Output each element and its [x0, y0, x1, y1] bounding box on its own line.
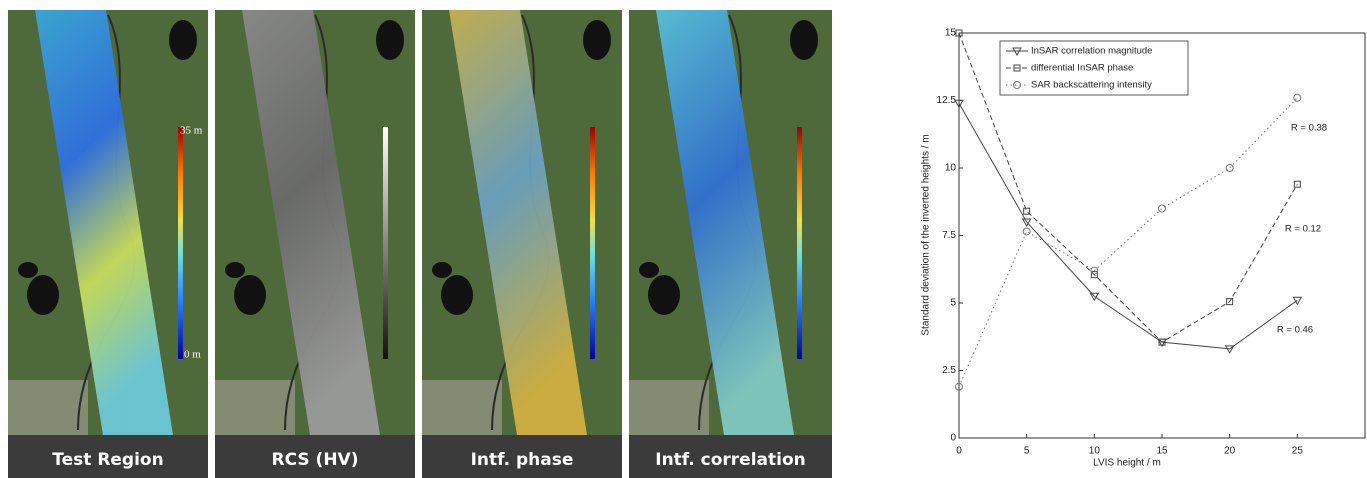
marker: [1292, 296, 1303, 306]
marker: [1293, 180, 1301, 188]
swath: [242, 10, 380, 435]
lake: [169, 20, 197, 60]
image-panel: Intf. correlation: [629, 10, 832, 478]
x-tick-label: 25: [1292, 446, 1304, 457]
marker: [1158, 204, 1166, 213]
marker: [1090, 266, 1099, 275]
marker: [1021, 218, 1032, 228]
lake: [432, 262, 452, 278]
label-bar: [422, 435, 622, 478]
x-tick-label: 5: [1024, 446, 1030, 457]
colorbar: [797, 127, 802, 359]
swath: [449, 10, 587, 435]
marker: [1023, 207, 1031, 215]
legend-box: [999, 40, 1189, 96]
marker: [955, 382, 963, 391]
legend-label: differential InSAR phase: [1031, 63, 1133, 74]
series-line: [958, 102, 1298, 350]
colorbar-min-label: 0 m: [184, 349, 201, 361]
y-tick-label: 15: [945, 28, 957, 39]
series-line: [958, 32, 1298, 343]
lake: [583, 20, 611, 60]
image-panel: Test Region 35 m 0 m: [8, 10, 208, 478]
swath: [35, 10, 173, 435]
marker: [1225, 164, 1234, 172]
urban-area: [8, 380, 88, 435]
lake: [27, 275, 59, 315]
lake: [441, 275, 473, 315]
lake: [648, 275, 680, 315]
y-axis-title: Standard deviation of the inverted heigh…: [921, 134, 932, 335]
colorbar-max-label: 35 m: [180, 125, 203, 137]
marker: [1293, 93, 1302, 102]
marker: [1226, 298, 1234, 306]
urban-area: [629, 380, 709, 435]
series-line: [958, 97, 1298, 387]
colorbar: [178, 127, 183, 359]
y-tick-label: 2.5: [942, 365, 956, 376]
x-tick-label: 0: [956, 446, 962, 457]
colorbar: [383, 127, 388, 359]
marker: [1158, 338, 1166, 346]
marker: [1013, 64, 1021, 72]
y-tick-label: 10: [945, 163, 957, 174]
x-tick-label: 15: [1156, 446, 1168, 457]
marker: [1224, 345, 1235, 354]
x-tick-label: 20: [1224, 446, 1236, 457]
label-bar: [629, 435, 832, 478]
marker: [1089, 292, 1100, 302]
legend-label: InSAR correlation magnitude: [1031, 46, 1152, 57]
image-panel: Intf. phase: [422, 10, 622, 478]
lake: [790, 20, 818, 60]
y-tick-label: 0: [950, 433, 956, 444]
marker: [1090, 271, 1098, 279]
urban-area: [215, 380, 295, 435]
lake: [376, 20, 404, 60]
label-bar: [215, 435, 415, 478]
legend-label: SAR backscattering intensity: [1031, 80, 1152, 91]
x-tick-label: 10: [1089, 446, 1101, 457]
lake: [234, 275, 266, 315]
panel-label: Intf. correlation: [655, 450, 806, 470]
lake: [225, 262, 245, 278]
panel-label: RCS (HV): [272, 450, 359, 470]
marker: [1012, 47, 1022, 57]
y-tick-label: 7.5: [942, 230, 956, 241]
annotation: R = 0.38: [1291, 123, 1327, 134]
marker: [1013, 81, 1021, 89]
panel-label: Intf. phase: [471, 450, 574, 470]
swath: [656, 10, 794, 435]
lake: [18, 262, 38, 278]
annotation: R = 0.12: [1285, 224, 1321, 235]
image-panel: RCS (HV): [215, 10, 415, 478]
marker: [955, 29, 963, 37]
y-tick-label: 5: [950, 298, 956, 309]
lake: [639, 262, 659, 278]
x-axis-title: LVIS height / m: [1093, 458, 1161, 469]
marker: [1022, 227, 1031, 236]
y-tick-label: 12.5: [937, 95, 957, 106]
marker: [954, 99, 964, 109]
colorbar: [590, 127, 595, 359]
annotation: R = 0.46: [1277, 325, 1313, 336]
label-bar: [8, 435, 208, 478]
urban-area: [422, 380, 502, 435]
panel-label: Test Region: [52, 450, 163, 470]
